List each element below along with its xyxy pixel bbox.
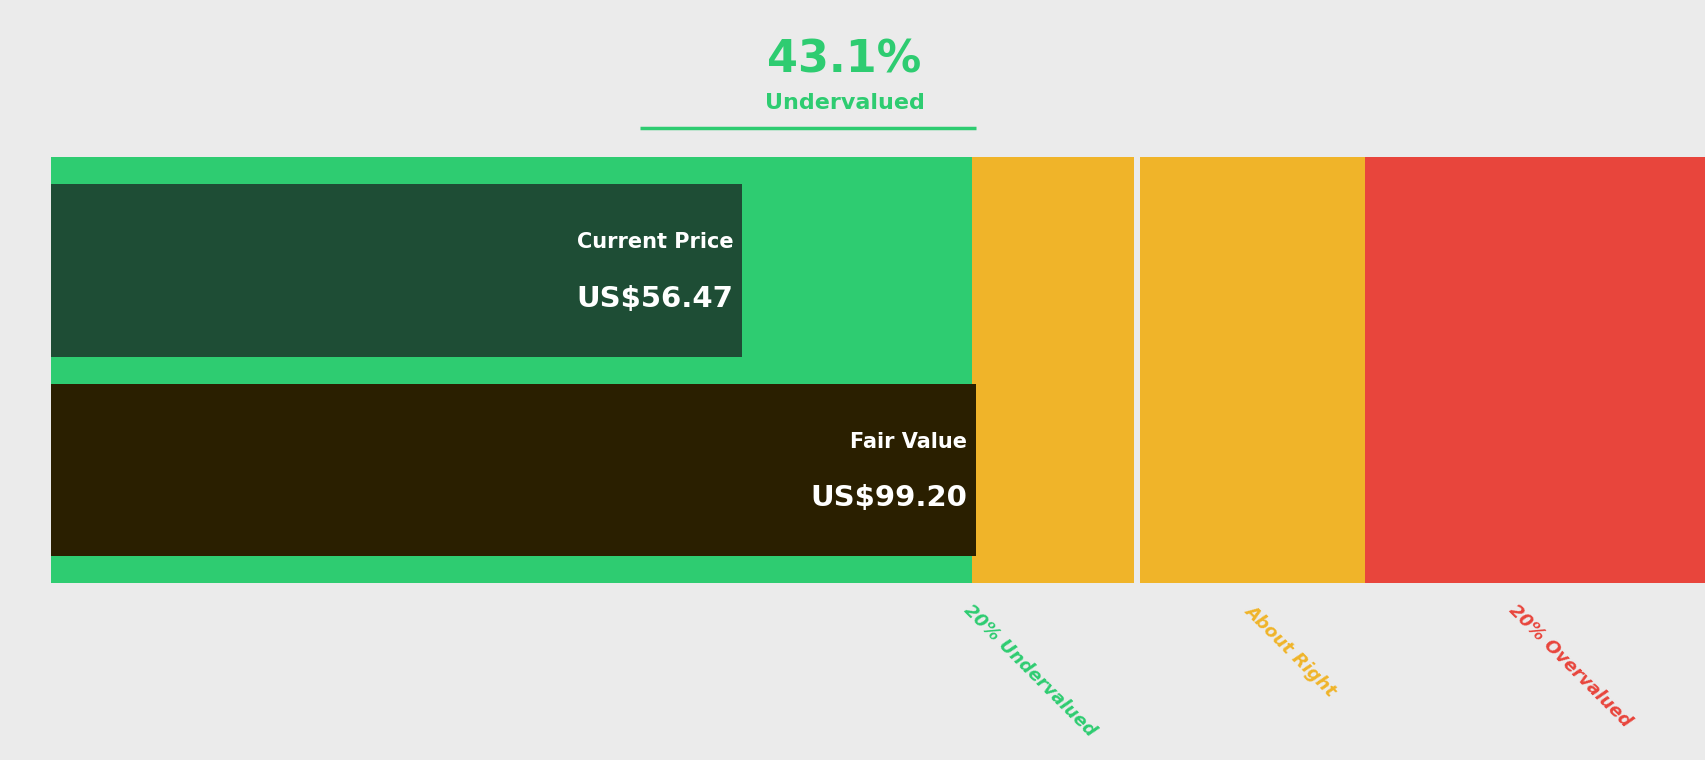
Text: US$99.20: US$99.20 <box>810 484 967 512</box>
Bar <box>1134 157 1139 584</box>
Bar <box>51 384 975 556</box>
Text: Current Price: Current Price <box>576 232 733 252</box>
Text: About Right: About Right <box>1241 601 1338 700</box>
Bar <box>1364 157 1705 584</box>
Text: US$56.47: US$56.47 <box>576 284 733 312</box>
Text: Fair Value: Fair Value <box>849 432 967 451</box>
Bar <box>51 157 972 584</box>
Text: Undervalued: Undervalued <box>764 93 924 113</box>
Bar <box>1134 157 1364 584</box>
Bar <box>51 184 742 356</box>
Text: 43.1%: 43.1% <box>767 39 921 82</box>
Text: 20% Overvalued: 20% Overvalued <box>1506 601 1635 731</box>
Text: 20% Undervalued: 20% Undervalued <box>960 601 1098 740</box>
Bar <box>972 157 1134 584</box>
